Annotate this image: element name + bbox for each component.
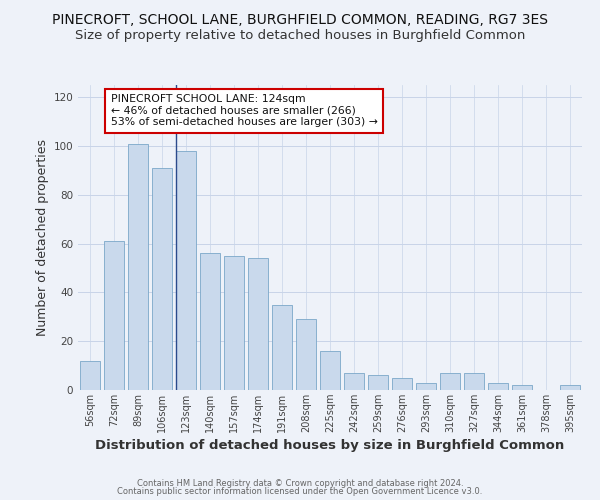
Bar xyxy=(272,304,292,390)
Bar xyxy=(560,385,580,390)
Bar xyxy=(440,373,460,390)
Bar xyxy=(80,360,100,390)
Bar xyxy=(488,382,508,390)
Bar xyxy=(392,378,412,390)
Text: Contains public sector information licensed under the Open Government Licence v3: Contains public sector information licen… xyxy=(118,487,482,496)
Text: Size of property relative to detached houses in Burghfield Common: Size of property relative to detached ho… xyxy=(75,29,525,42)
Bar xyxy=(344,373,364,390)
X-axis label: Distribution of detached houses by size in Burghfield Common: Distribution of detached houses by size … xyxy=(95,439,565,452)
Text: PINECROFT, SCHOOL LANE, BURGHFIELD COMMON, READING, RG7 3ES: PINECROFT, SCHOOL LANE, BURGHFIELD COMMO… xyxy=(52,12,548,26)
Bar xyxy=(248,258,268,390)
Bar xyxy=(176,151,196,390)
Bar xyxy=(512,385,532,390)
Text: PINECROFT SCHOOL LANE: 124sqm
← 46% of detached houses are smaller (266)
53% of : PINECROFT SCHOOL LANE: 124sqm ← 46% of d… xyxy=(111,94,377,128)
Bar xyxy=(368,376,388,390)
Y-axis label: Number of detached properties: Number of detached properties xyxy=(36,139,49,336)
Bar xyxy=(128,144,148,390)
Bar xyxy=(200,254,220,390)
Bar xyxy=(224,256,244,390)
Text: Contains HM Land Registry data © Crown copyright and database right 2024.: Contains HM Land Registry data © Crown c… xyxy=(137,478,463,488)
Bar xyxy=(152,168,172,390)
Bar xyxy=(104,241,124,390)
Bar xyxy=(320,351,340,390)
Bar xyxy=(464,373,484,390)
Bar xyxy=(416,382,436,390)
Bar xyxy=(296,319,316,390)
